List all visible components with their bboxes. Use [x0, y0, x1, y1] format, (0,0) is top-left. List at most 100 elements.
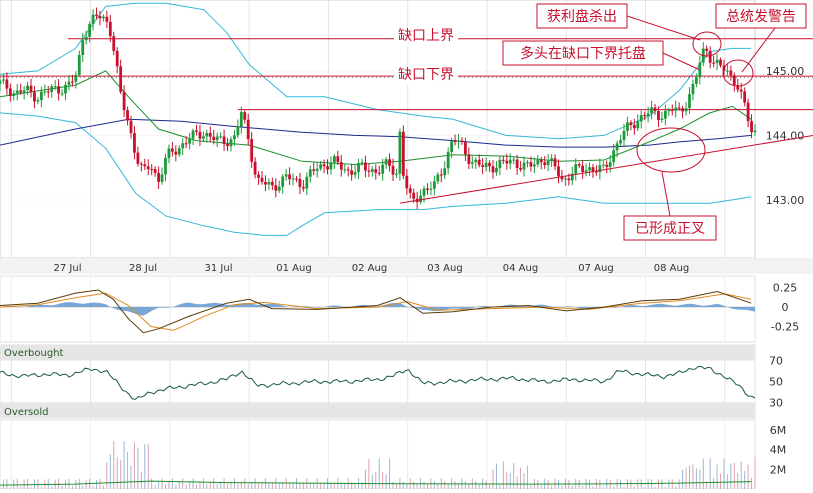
candle-body: [284, 174, 288, 177]
candle-body: [491, 166, 495, 173]
candle-body: [343, 169, 347, 171]
date-tick-label: 31 Jul: [205, 263, 233, 274]
candle-body: [477, 159, 481, 166]
candle-body: [705, 48, 709, 52]
candle-body: [691, 83, 695, 95]
candle-body: [726, 70, 729, 72]
candle-body: [667, 110, 671, 112]
candle-body: [105, 16, 109, 22]
candle-body: [70, 81, 74, 83]
candle-body: [712, 62, 716, 64]
price-tick-label: 144.00: [766, 129, 805, 142]
oversold-label: Oversold: [4, 407, 49, 418]
candle-body: [464, 142, 467, 155]
candle-body: [422, 188, 426, 196]
candle-body: [181, 143, 185, 149]
volume-tick-label: 2M: [770, 463, 787, 476]
candle-body: [177, 148, 181, 155]
candle-body: [39, 91, 43, 101]
candle-body: [388, 159, 391, 166]
oscillator-panel: 0.25 0 -0.25: [0, 275, 799, 343]
candle-body: [529, 162, 533, 167]
candle-body: [346, 169, 350, 171]
candle-body: [353, 172, 357, 175]
candle-body: [746, 102, 750, 122]
candle-body: [377, 172, 381, 174]
candle-body: [229, 139, 233, 147]
candle-body: [708, 51, 712, 63]
candle-body: [539, 159, 543, 163]
volume-tick-label: 6M: [770, 424, 787, 437]
candle-body: [67, 81, 71, 85]
date-axis-band: [0, 258, 813, 274]
candle-body: [457, 140, 460, 142]
candle-body: [219, 136, 223, 138]
candle-body: [122, 91, 126, 111]
annotation-label: 获利盘杀出: [547, 8, 617, 25]
candle-body: [605, 164, 609, 167]
candle-body: [95, 14, 98, 17]
candle-body: [505, 160, 509, 164]
annotation-label: 多头在缺口下界托盘: [520, 45, 646, 62]
candle-body: [650, 107, 653, 114]
candle-body: [453, 141, 457, 143]
candle-body: [412, 192, 416, 199]
candle-body: [591, 167, 595, 172]
candle-body: [308, 169, 312, 177]
candle-body: [108, 21, 112, 37]
candle-body: [146, 166, 150, 170]
candle-body: [619, 140, 622, 144]
oscillator-tick-label: -0.25: [771, 320, 799, 333]
candle-body: [139, 163, 143, 165]
candle-body: [370, 169, 374, 172]
candle-body: [498, 159, 502, 169]
support-trendline: [400, 134, 813, 204]
oscillator-slow-line: [0, 292, 752, 331]
annotation-label-backdrop: [394, 65, 458, 85]
candle-body: [660, 118, 664, 120]
candle-body: [736, 85, 740, 90]
candle-body: [567, 178, 571, 181]
candle-body: [212, 136, 216, 141]
candle-body: [405, 175, 409, 189]
date-tick-label: 03 Aug: [427, 263, 462, 274]
candle-body: [319, 164, 323, 169]
candle-body: [360, 162, 364, 164]
candle-body: [8, 88, 12, 96]
candle-body: [126, 110, 129, 121]
candle-body: [532, 164, 536, 167]
oversold-band: [0, 402, 755, 418]
overbought-band: [0, 345, 755, 361]
candle-body: [184, 143, 188, 145]
candle-body: [350, 170, 354, 175]
rsi-tick-label: 50: [769, 376, 783, 389]
date-tick-label: 01 Aug: [276, 263, 311, 274]
date-axis: 27 Jul 28 Jul 31 Jul 01 Aug 02 Aug 03 Aug 04 A…: [0, 258, 813, 274]
candle-body: [26, 85, 29, 91]
candle-body: [401, 131, 405, 176]
candle-body: [688, 94, 691, 109]
candle-body: [205, 132, 209, 137]
candle-body: [160, 174, 164, 182]
candle-body: [515, 159, 519, 169]
candle-body: [119, 66, 123, 92]
candle-body: [188, 138, 192, 144]
candle-body: [381, 164, 385, 174]
candle-body: [191, 130, 195, 139]
candle-body: [419, 195, 422, 203]
candle-body: [43, 91, 47, 93]
annotation-label: 已形成正叉: [635, 221, 705, 237]
annotation-arrow: [661, 171, 671, 217]
candle-body: [588, 167, 591, 171]
candle-body: [550, 158, 553, 161]
annotation-box: [536, 3, 628, 29]
candle-body: [470, 162, 474, 164]
candle-body: [295, 178, 298, 180]
candle-body: [153, 169, 157, 173]
candle-body: [367, 170, 371, 172]
candle-body: [395, 173, 398, 175]
price-tick-label: 143.00: [766, 194, 805, 207]
candle-body: [557, 166, 560, 177]
candle-body: [264, 181, 267, 185]
